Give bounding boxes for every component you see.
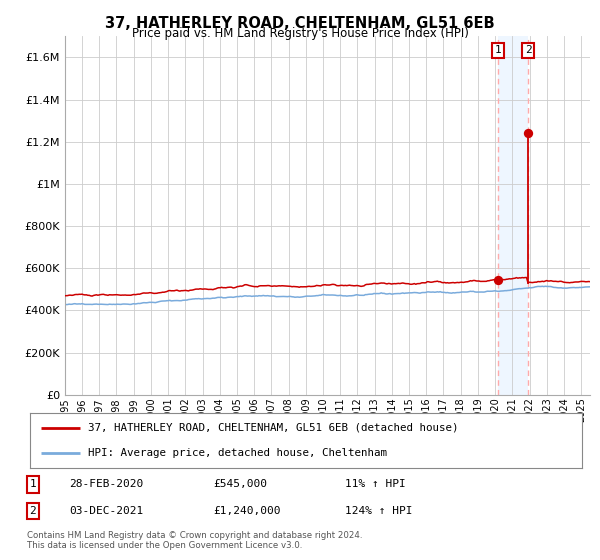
Text: Price paid vs. HM Land Registry's House Price Index (HPI): Price paid vs. HM Land Registry's House … — [131, 27, 469, 40]
Text: £1,240,000: £1,240,000 — [213, 506, 281, 516]
Text: 1: 1 — [494, 45, 501, 55]
Text: 2: 2 — [525, 45, 532, 55]
Text: Contains HM Land Registry data © Crown copyright and database right 2024.
This d: Contains HM Land Registry data © Crown c… — [27, 530, 362, 550]
Text: 1: 1 — [29, 479, 37, 489]
Text: 28-FEB-2020: 28-FEB-2020 — [69, 479, 143, 489]
Bar — [498, 36, 528, 395]
Text: 37, HATHERLEY ROAD, CHELTENHAM, GL51 6EB: 37, HATHERLEY ROAD, CHELTENHAM, GL51 6EB — [105, 16, 495, 31]
Text: 2: 2 — [29, 506, 37, 516]
Point — [523, 129, 533, 138]
Text: 03-DEC-2021: 03-DEC-2021 — [69, 506, 143, 516]
Text: 124% ↑ HPI: 124% ↑ HPI — [345, 506, 413, 516]
Text: £545,000: £545,000 — [213, 479, 267, 489]
Point — [493, 276, 503, 284]
Text: 37, HATHERLEY ROAD, CHELTENHAM, GL51 6EB (detached house): 37, HATHERLEY ROAD, CHELTENHAM, GL51 6EB… — [88, 423, 458, 432]
Text: HPI: Average price, detached house, Cheltenham: HPI: Average price, detached house, Chel… — [88, 448, 387, 458]
Text: 11% ↑ HPI: 11% ↑ HPI — [345, 479, 406, 489]
